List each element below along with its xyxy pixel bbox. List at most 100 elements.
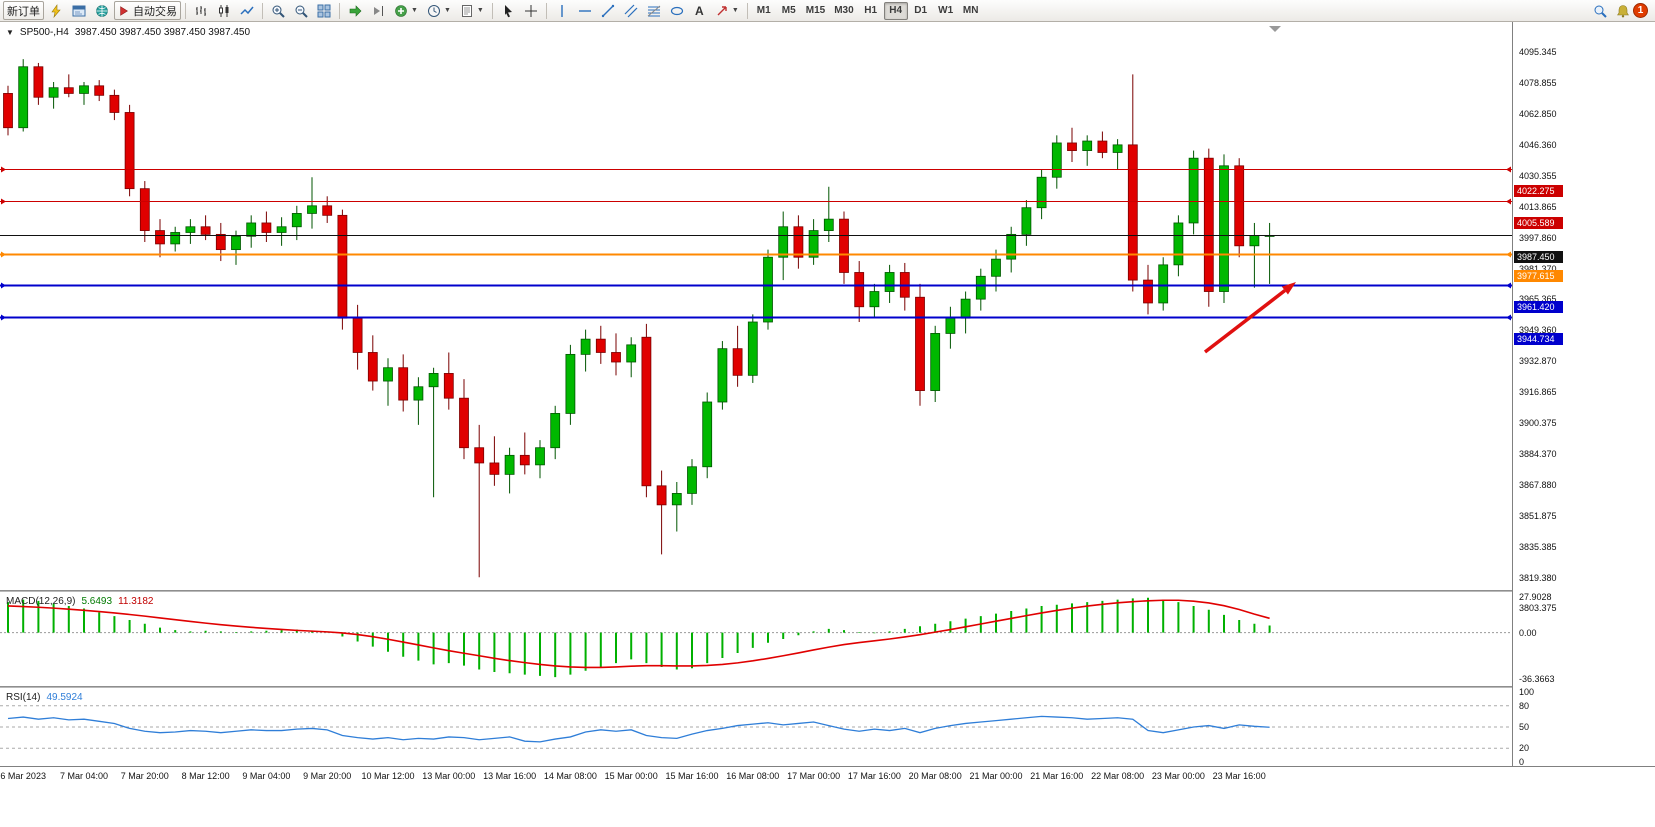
search-button[interactable]	[1589, 1, 1611, 20]
candle-body	[489, 462, 500, 475]
timeframe-m1-button[interactable]: M1	[752, 2, 776, 20]
timeframe-w1-button[interactable]: W1	[934, 2, 958, 20]
community-button[interactable]	[91, 1, 113, 20]
macd-axis-label: 0.00	[1519, 627, 1537, 638]
price-axis-label: 3949.360	[1519, 324, 1557, 335]
time-axis-label: 16 Mar 08:00	[726, 771, 780, 781]
terminal-button[interactable]	[68, 1, 90, 20]
fibonacci-tool-button[interactable]	[643, 1, 665, 20]
macd-signal-value: 11.3182	[118, 596, 154, 607]
time-axis-label: 10 Mar 12:00	[361, 771, 415, 781]
lightning-icon	[51, 3, 61, 18]
cursor-button[interactable]	[497, 1, 519, 20]
toolbar-separator	[491, 2, 493, 19]
chart-shift-icon	[374, 5, 383, 16]
auto-scroll-icon	[349, 4, 362, 17]
crosshair-button[interactable]	[520, 1, 542, 20]
price-axis-label: 3819.380	[1519, 572, 1557, 583]
candle-body	[215, 233, 226, 251]
vertical-line-tool-button[interactable]	[551, 1, 573, 20]
candle-body	[307, 205, 317, 214]
time-axis-label: 7 Mar 04:00	[59, 771, 109, 781]
time-axis-label: 23 Mar 16:00	[1212, 771, 1266, 781]
candle-body	[717, 348, 728, 403]
candle-body	[763, 256, 773, 323]
candle-body	[823, 218, 834, 231]
shapes-tool-button[interactable]	[666, 1, 688, 20]
candle-body	[626, 344, 637, 363]
auto-scroll-button[interactable]	[344, 1, 366, 20]
autotrading-button[interactable]: 自动交易	[114, 1, 181, 20]
notifications-button[interactable]: 1	[1612, 1, 1652, 20]
candle-body	[139, 188, 150, 231]
text-tool-button[interactable]: A	[689, 1, 710, 20]
timeframe-m30-button[interactable]: M30	[830, 2, 857, 20]
new-order-button[interactable]: 新订单	[3, 1, 44, 20]
time-axis-label: 6 Mar 2023	[0, 771, 46, 781]
timeframe-d1-button[interactable]: D1	[909, 2, 933, 20]
chart-shift-button[interactable]	[367, 1, 389, 20]
candle-body	[1234, 165, 1245, 247]
trendline-tool-button[interactable]	[597, 1, 619, 20]
annotation-arrow[interactable]	[1203, 289, 1286, 354]
candle-body	[945, 317, 956, 334]
metaeditor-button[interactable]	[45, 1, 67, 20]
chart-candles-button[interactable]	[213, 1, 235, 20]
timeframe-m5-button[interactable]: M5	[777, 2, 801, 20]
candle-body	[1173, 222, 1184, 266]
channel-tool-button[interactable]	[620, 1, 642, 20]
periods-button[interactable]: ▼	[423, 1, 455, 20]
timeframe-label: MN	[962, 5, 979, 16]
candle-body	[1097, 140, 1108, 153]
time-axis[interactable]: 6 Mar 2023 7 Mar 04:00 7 Mar 20:00 8 Mar 12…	[0, 766, 1655, 787]
candle-body	[94, 85, 105, 96]
candle-body	[33, 66, 44, 98]
timeframe-mn-button[interactable]: MN	[959, 2, 983, 20]
indicators-button[interactable]: ▼	[390, 1, 422, 20]
time-axis-label: 8 Mar 12:00	[181, 771, 230, 781]
candle-body	[1036, 176, 1047, 209]
macd-indicator-label: MACD(12,26,9) 5.6493 11.3182	[6, 596, 153, 607]
candle-body	[398, 367, 409, 401]
candle-body	[687, 466, 697, 494]
level-price-tag: 4005.589	[1514, 216, 1563, 229]
panel-separator[interactable]	[0, 686, 1655, 688]
time-axis-label: 20 Mar 08:00	[908, 771, 962, 781]
horizontal-line-tool-button[interactable]	[574, 1, 596, 20]
chart-line-button[interactable]	[236, 1, 258, 20]
templates-button[interactable]: ▼	[456, 1, 488, 20]
time-axis-label: 21 Mar 00:00	[969, 771, 1023, 781]
rsi-panel-canvas[interactable]	[0, 688, 1512, 766]
candle-body	[839, 218, 849, 273]
level-endpoint-marker	[1506, 251, 1511, 258]
panel-separator[interactable]	[0, 590, 1655, 592]
timeframe-label: H1	[864, 5, 878, 16]
candle-body	[3, 93, 13, 129]
candle-body	[1143, 279, 1153, 304]
zoom-out-button[interactable]	[290, 1, 312, 20]
time-axis-label: 15 Mar 16:00	[665, 771, 719, 781]
level-endpoint-marker	[1, 251, 6, 258]
tile-windows-button[interactable]	[313, 1, 335, 20]
cursor-icon	[504, 4, 512, 17]
timeframe-h1-button[interactable]: H1	[859, 2, 883, 20]
main-chart-canvas[interactable]	[0, 22, 1512, 590]
macd-axis-label: 27.9028	[1519, 592, 1552, 603]
zoom-in-button[interactable]	[267, 1, 289, 20]
timeframe-h4-button[interactable]: H4	[883, 1, 908, 20]
zoom-in-icon	[272, 5, 285, 18]
timeframe-label: M5	[781, 5, 796, 16]
candle-body	[322, 205, 333, 216]
macd-panel-canvas[interactable]	[0, 592, 1512, 686]
candle-body	[915, 296, 925, 391]
rsi-name: RSI(14)	[6, 692, 41, 703]
price-axis-label: 4095.345	[1519, 46, 1557, 57]
timeframe-m15-button[interactable]: M15	[802, 2, 829, 20]
chart-bars-button[interactable]	[190, 1, 212, 20]
price-axis-label: 3916.865	[1519, 386, 1557, 397]
one-click-trading-toggle[interactable]: ▼	[6, 27, 14, 37]
add-indicator-icon	[395, 4, 407, 17]
arrows-tool-button[interactable]: ▼	[711, 1, 743, 20]
candle-body	[550, 413, 561, 449]
price-axis[interactable]: 4022.275 4005.589 3987.450 3977.615 3961.420…	[1512, 22, 1655, 767]
